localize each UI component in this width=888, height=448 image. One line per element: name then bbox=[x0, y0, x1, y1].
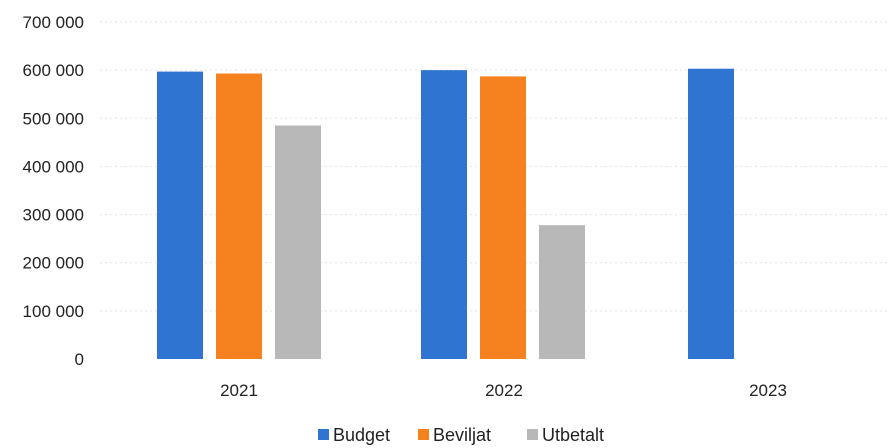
legend: Budget Beviljat Utbetalt bbox=[318, 425, 604, 445]
bars bbox=[157, 68, 734, 360]
y-tick-label: 500 000 bbox=[23, 109, 84, 128]
bar-utbetalt-2021 bbox=[275, 125, 321, 359]
bar-budget-2023 bbox=[688, 68, 734, 359]
x-tick-label: 2021 bbox=[220, 381, 258, 400]
legend-swatch-budget bbox=[318, 429, 329, 440]
bar-beviljat-2021 bbox=[216, 73, 262, 360]
y-tick-label: 400 000 bbox=[23, 157, 84, 176]
legend-label-utbetalt: Utbetalt bbox=[542, 425, 604, 445]
y-tick-label: 200 000 bbox=[23, 254, 84, 273]
y-tick-label: 100 000 bbox=[23, 302, 84, 321]
bar-utbetalt-2022 bbox=[539, 225, 585, 359]
legend-label-beviljat: Beviljat bbox=[433, 425, 491, 445]
bar-budget-2021 bbox=[157, 71, 203, 359]
y-tick-label: 300 000 bbox=[23, 206, 84, 225]
x-axis-ticks: 2021 2022 2023 bbox=[220, 381, 787, 400]
y-axis-ticks: 0 100 000 200 000 300 000 400 000 500 000 600 … bbox=[23, 13, 84, 369]
y-tick-label: 0 bbox=[75, 350, 84, 369]
x-tick-label: 2023 bbox=[749, 381, 787, 400]
bar-beviljat-2022 bbox=[480, 76, 526, 359]
legend-label-budget: Budget bbox=[333, 425, 390, 445]
legend-swatch-utbetalt bbox=[527, 429, 538, 440]
y-tick-label: 700 000 bbox=[23, 13, 84, 32]
x-tick-label: 2022 bbox=[485, 381, 523, 400]
bar-budget-2022 bbox=[421, 70, 467, 360]
legend-swatch-beviljat bbox=[418, 429, 429, 440]
y-tick-label: 600 000 bbox=[23, 61, 84, 80]
